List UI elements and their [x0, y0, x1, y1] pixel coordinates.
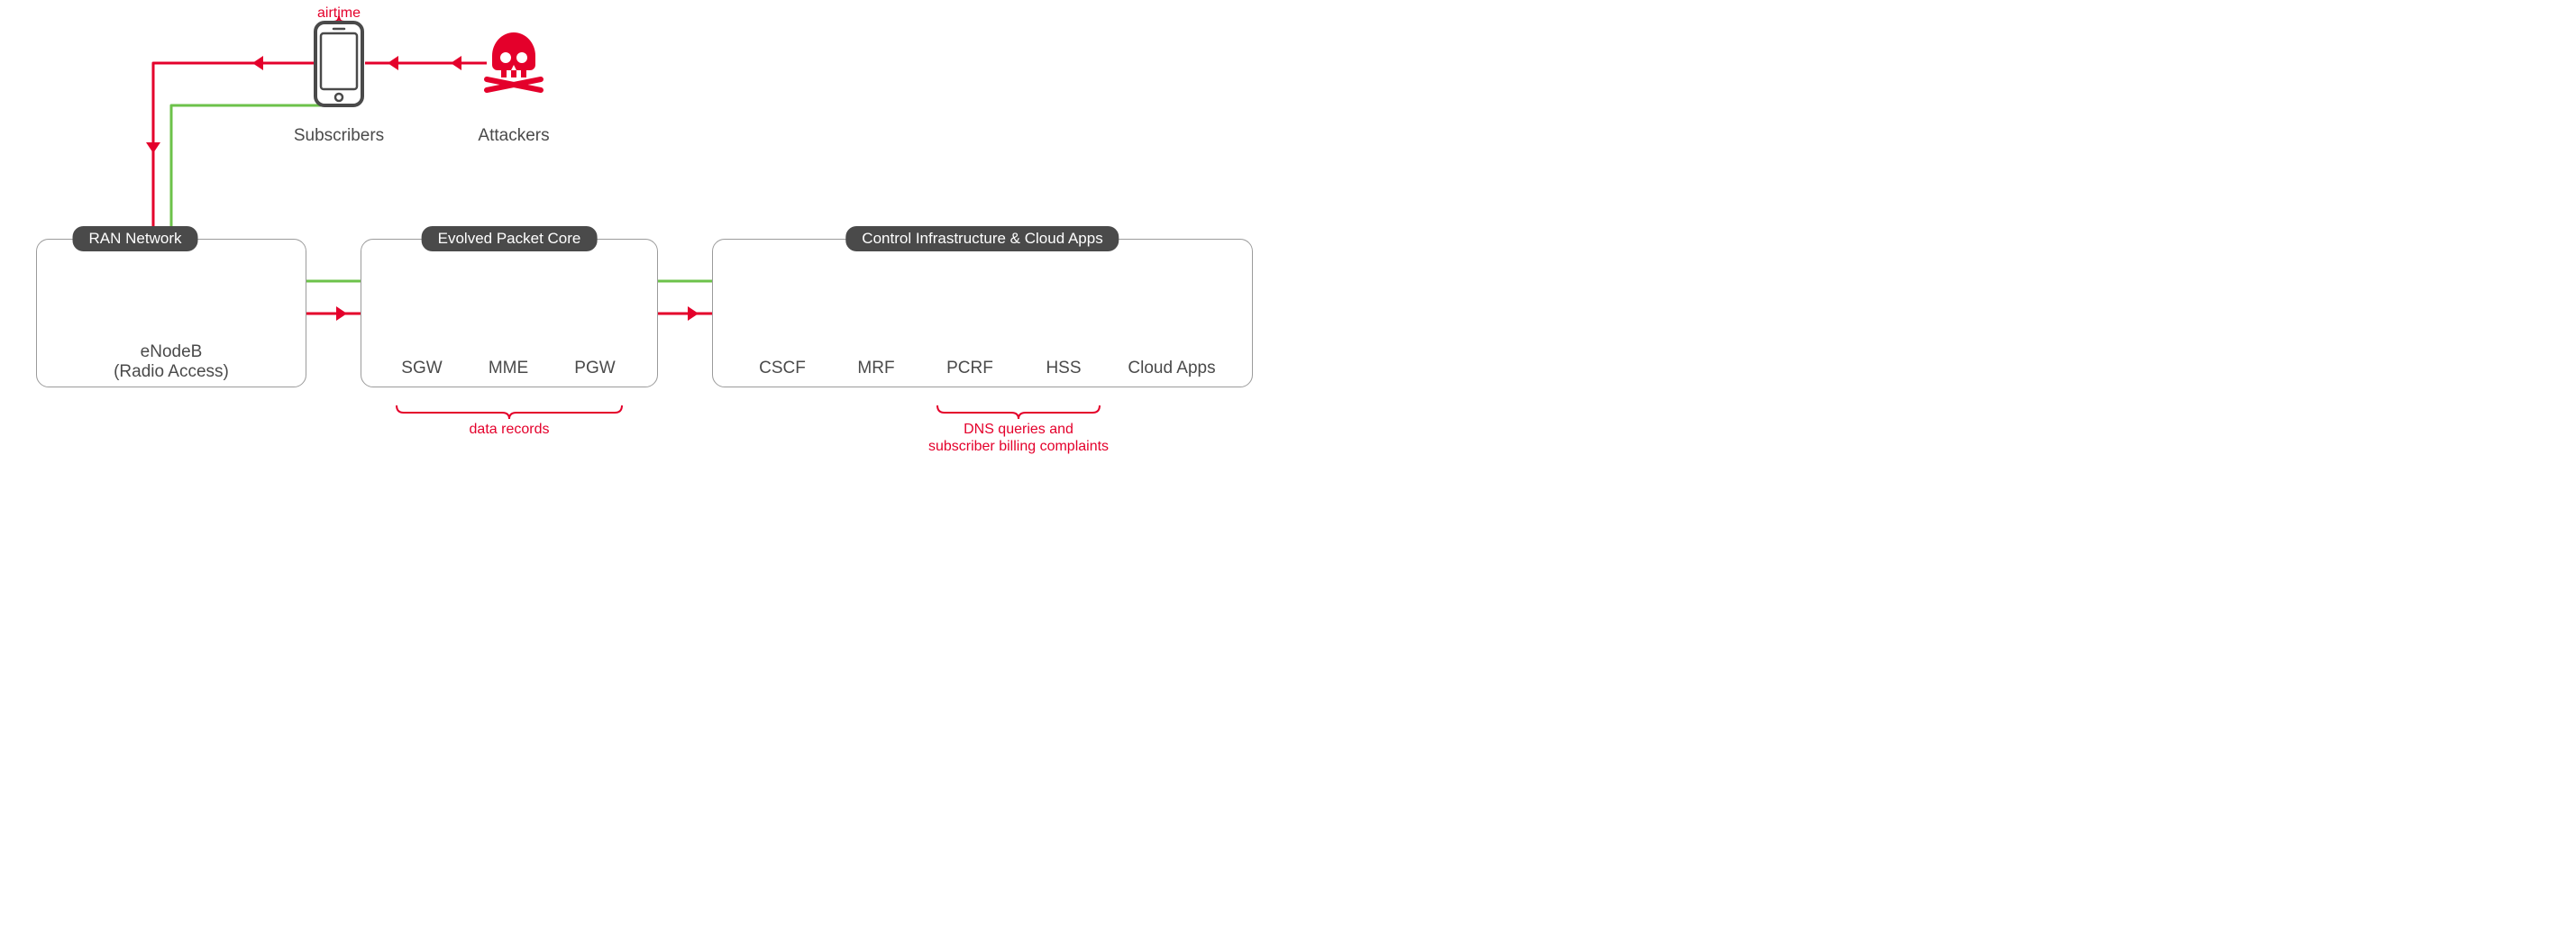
skull-icon [487, 32, 541, 90]
label-sgw: SGW [401, 359, 442, 378]
label-pcrf: PCRF [946, 359, 993, 378]
label-subscribers: Subscribers [294, 126, 384, 146]
label-enodeb2: (Radio Access) [114, 362, 229, 382]
label-mrf: MRF [857, 359, 894, 378]
redlabel-dns1: DNS queries and [964, 422, 1073, 438]
phone-icon [315, 23, 362, 105]
label-enodeb1: eNodeB [141, 342, 203, 362]
label-hss: HSS [1046, 359, 1081, 378]
redlabel-dns2: subscriber billing complaints [928, 439, 1109, 455]
label-mme: MME [489, 359, 528, 378]
label-cscf: CSCF [759, 359, 806, 378]
ran-pill: RAN Network [73, 226, 198, 251]
epc-pill: Evolved Packet Core [422, 226, 598, 251]
label-pgw: PGW [574, 359, 615, 378]
cloud-pill: Control Infrastructure & Cloud Apps [845, 226, 1119, 251]
redlabel-airtime: airtime [317, 5, 361, 22]
redlabel-datarec: data records [470, 422, 550, 438]
label-attackers: Attackers [478, 126, 549, 146]
label-cloudapps: Cloud Apps [1128, 359, 1215, 378]
